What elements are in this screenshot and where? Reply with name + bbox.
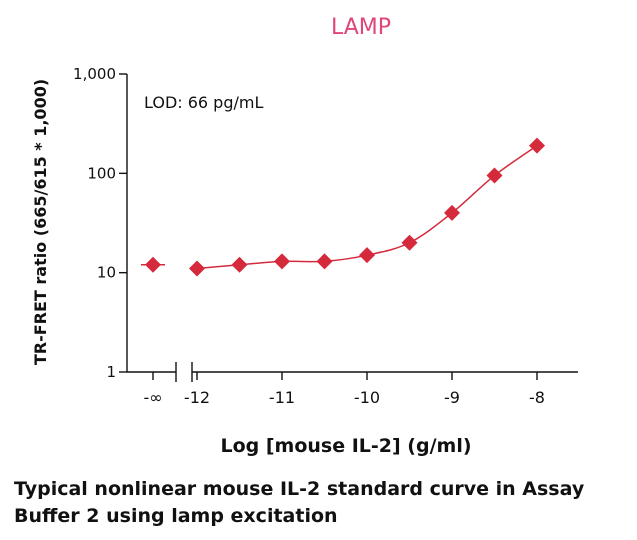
fit-curve-group — [141, 145, 538, 270]
chart-title: LAMP — [331, 15, 391, 40]
x-tick-label: -10 — [354, 388, 380, 407]
data-point — [189, 260, 205, 277]
y-tick-label: 1 — [106, 363, 116, 381]
chart: LAMP TR-FRET ratio (665/615 * 1,000) Log… — [31, 15, 578, 457]
lod-annotation: LOD: 66 pg/mL — [144, 93, 263, 112]
data-point — [145, 256, 161, 273]
y-axis-label: TR-FRET ratio (665/615 * 1,000) — [31, 79, 50, 365]
data-point — [231, 256, 248, 273]
y-tick-label: 1,000 — [73, 65, 116, 83]
y-tick-label: 10 — [97, 264, 116, 282]
x-tick-label: -11 — [269, 388, 295, 407]
data-points — [145, 137, 545, 277]
data-point — [274, 253, 290, 270]
data-point — [359, 247, 375, 264]
data-point — [529, 137, 545, 154]
data-point — [316, 253, 333, 270]
x-axis-label: Log [mouse IL-2] (g/ml) — [220, 435, 471, 457]
data-point — [401, 234, 418, 251]
x-tick-label: -12 — [184, 388, 210, 407]
data-point — [444, 204, 460, 221]
x-tick-label: -9 — [444, 388, 460, 407]
x-tick-label: -8 — [529, 388, 545, 407]
axes: 1 10 100 1,000 -∞ -12 -11 -10 -9 -8 — [73, 65, 578, 407]
y-tick-label: 100 — [87, 164, 116, 182]
x-tick-label: -∞ — [143, 388, 162, 407]
data-point — [486, 167, 503, 184]
figure-caption: Typical nonlinear mouse IL-2 standard cu… — [14, 478, 585, 527]
